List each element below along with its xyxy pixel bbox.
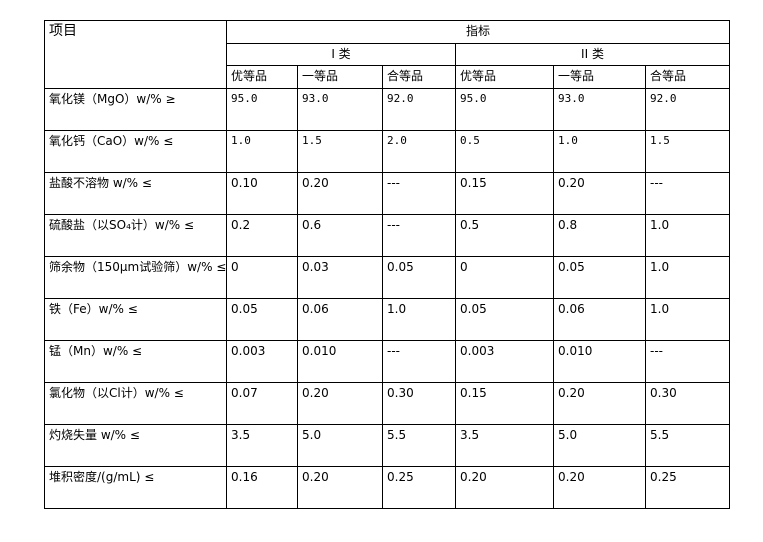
table-cell: 0.06 <box>553 298 646 341</box>
table-cell: --- <box>644 340 731 383</box>
row-label: 硫酸盐（以SO₄计）w/% ≤ <box>44 214 227 257</box>
table-cell: 0.16 <box>226 466 298 509</box>
table-cell: 92.0 <box>382 88 456 131</box>
grade-header: 优等品 <box>226 65 298 89</box>
table-cell: 1.0 <box>553 130 646 173</box>
grade-header: 优等品 <box>455 65 554 89</box>
table-row: 铁（Fe）w/% ≤0.05 0.06 1.0 0.05 0.06 1.0 <box>44 298 731 341</box>
table-row: 硫酸盐（以SO₄计）w/% ≤0.2 0.6 --- 0.5 0.8 1.0 <box>44 214 731 257</box>
table-cell: 2.0 <box>382 130 456 173</box>
table-row: 堆积密度/(g/mL) ≤0.16 0.20 0.25 0.20 0.20 0.25 <box>44 466 731 509</box>
table-cell: 0.15 <box>455 172 554 215</box>
table-cell: 92.0 <box>644 88 731 131</box>
table-cell: 0.05 <box>553 256 646 299</box>
table-cell: 0.25 <box>644 466 731 509</box>
row-label: 灼烧失量 w/% ≤ <box>44 424 227 467</box>
table-row: 盐酸不溶物 w/% ≤0.10 0.20 --- 0.15 0.20 --- <box>44 172 731 215</box>
table-cell: 0.03 <box>297 256 383 299</box>
table-cell: 0.2 <box>226 214 298 257</box>
table-cell: 0.06 <box>297 298 383 341</box>
row-label: 盐酸不溶物 w/% ≤ <box>44 172 227 215</box>
header-item: 项目 <box>44 20 227 89</box>
table-cell: 0.003 <box>455 340 554 383</box>
table-cell: 0.07 <box>226 382 298 425</box>
table-cell: 0.8 <box>553 214 646 257</box>
grade-header: 一等品 <box>297 65 383 89</box>
table-cell: 0.003 <box>226 340 298 383</box>
table-cell: 0.20 <box>553 172 646 215</box>
table-cell: 0.5 <box>455 130 554 173</box>
table-cell: 0 <box>226 256 298 299</box>
row-label: 筛余物（150μm试验筛）w/% ≤ <box>44 256 227 299</box>
header-class-1: I 类 <box>226 43 456 66</box>
table-cell: 93.0 <box>553 88 646 131</box>
row-label: 氧化钙（CaO）w/% ≤ <box>44 130 227 173</box>
table-cell: 0.20 <box>297 382 383 425</box>
table-cell: 0.10 <box>226 172 298 215</box>
row-label: 铁（Fe）w/% ≤ <box>44 298 227 341</box>
table-row: 氧化镁（MgO）w/% ≥95.0 93.0 92.0 95.0 93.0 92.0 <box>44 88 731 131</box>
table-cell: --- <box>382 172 456 215</box>
table-cell: 0.010 <box>553 340 646 383</box>
table-cell: 5.5 <box>382 424 456 467</box>
table-cell: 5.0 <box>297 424 383 467</box>
table-cell: 0.25 <box>382 466 456 509</box>
table-row: 氧化钙（CaO）w/% ≤1.0 1.5 2.0 0.5 1.0 1.5 <box>44 130 731 173</box>
table-cell: 1.0 <box>644 256 731 299</box>
table-cell: 0.05 <box>382 256 456 299</box>
table-cell: --- <box>644 172 731 215</box>
table-cell: 5.0 <box>553 424 646 467</box>
grade-header: 一等品 <box>553 65 646 89</box>
table-cell: 1.5 <box>297 130 383 173</box>
table-cell: 0.20 <box>297 172 383 215</box>
table-row: 筛余物（150μm试验筛）w/% ≤0 0.03 0.05 0 0.05 1.0 <box>44 256 731 299</box>
table-cell: 0.15 <box>455 382 554 425</box>
row-label: 锰（Mn）w/% ≤ <box>44 340 227 383</box>
row-label: 氧化镁（MgO）w/% ≥ <box>44 88 227 131</box>
table-cell: 0.05 <box>226 298 298 341</box>
grade-header: 合等品 <box>382 65 456 89</box>
table-cell: 0.20 <box>297 466 383 509</box>
header-indicator: 指标 <box>225 20 731 44</box>
table-cell: --- <box>382 340 456 383</box>
table-cell: 0.20 <box>553 382 646 425</box>
table-cell: 1.5 <box>644 130 731 173</box>
row-label: 堆积密度/(g/mL) ≤ <box>44 466 227 509</box>
table-cell: 0.30 <box>382 382 456 425</box>
table-cell: 3.5 <box>226 424 298 467</box>
table-cell: 1.0 <box>644 298 731 341</box>
table-cell: 93.0 <box>297 88 383 131</box>
table-cell: 0.20 <box>455 466 554 509</box>
table-row: 灼烧失量 w/% ≤3.5 5.0 5.5 3.5 5.0 5.5 <box>44 424 731 467</box>
table-cell: 1.0 <box>644 214 731 257</box>
table-cell: 1.0 <box>226 130 298 173</box>
table-cell: 95.0 <box>226 88 298 131</box>
table-cell: 0 <box>455 256 554 299</box>
row-label: 氯化物（以Cl计）w/% ≤ <box>44 382 227 425</box>
table-cell: 1.0 <box>382 298 456 341</box>
table-cell: 0.30 <box>644 382 731 425</box>
table-cell: 5.5 <box>644 424 731 467</box>
table-row: 氯化物（以Cl计）w/% ≤0.07 0.20 0.30 0.15 0.20 0.30 <box>44 382 731 425</box>
table-cell: 0.6 <box>297 214 383 257</box>
table-cell: 3.5 <box>455 424 554 467</box>
header-class-2: II 类 <box>454 43 731 66</box>
table-cell: 0.20 <box>553 466 646 509</box>
spec-table: 项目 指标 I 类 II 类 优等品 一等品 合等品 优等品 一等品 合等品 氧… <box>44 20 731 509</box>
table-cell: 0.5 <box>455 214 554 257</box>
table-cell: 95.0 <box>455 88 554 131</box>
grade-header: 合等品 <box>644 65 731 89</box>
table-cell: 0.05 <box>455 298 554 341</box>
table-row: 锰（Mn）w/% ≤0.003 0.010 --- 0.003 0.010 --- <box>44 340 731 383</box>
table-cell: --- <box>382 214 456 257</box>
table-cell: 0.010 <box>297 340 383 383</box>
